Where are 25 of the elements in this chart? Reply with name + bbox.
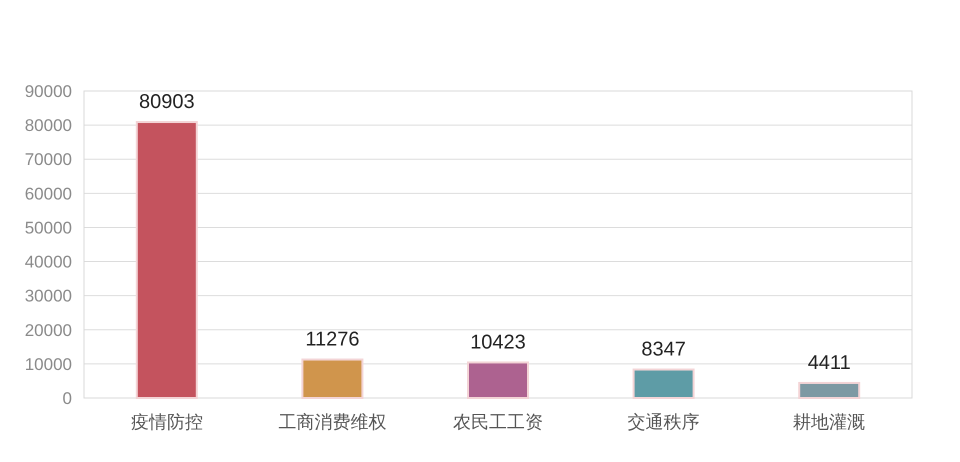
y-tick-label: 90000	[24, 82, 72, 101]
y-tick-label: 10000	[24, 354, 72, 374]
bar	[467, 361, 529, 399]
x-tick-label: 工商消费维权	[278, 412, 386, 432]
y-tick-label: 50000	[24, 218, 72, 238]
x-tick-label: 农民工工资	[453, 412, 543, 432]
data-label: 11276	[305, 328, 360, 351]
data-label: 80903	[138, 91, 195, 114]
y-tick-label: 30000	[24, 286, 72, 306]
x-tick-label: 耕地灌溉	[793, 412, 866, 432]
bar	[301, 358, 364, 399]
y-tick-label: 0	[62, 389, 72, 408]
y-tick-label: 40000	[24, 252, 72, 272]
data-label: 4411	[808, 352, 851, 374]
y-tick-label: 60000	[24, 184, 72, 204]
y-tick-label: 70000	[24, 150, 72, 170]
x-tick-label: 交通秩序	[628, 412, 700, 432]
y-tick-label: 20000	[24, 320, 72, 340]
bar	[798, 382, 860, 399]
bar	[136, 121, 198, 399]
x-tick-label: 疫情防控	[130, 412, 203, 432]
data-label: 10423	[470, 331, 526, 354]
data-label: 8347	[641, 338, 686, 361]
y-tick-label: 80000	[24, 116, 72, 136]
bar	[632, 368, 695, 399]
